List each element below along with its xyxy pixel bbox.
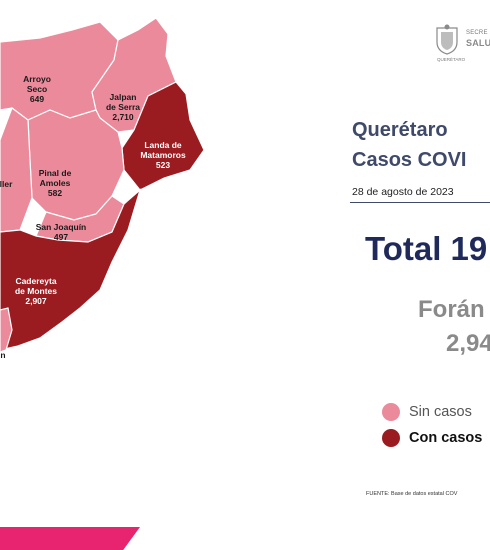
logo-line-2: SALU <box>466 38 490 48</box>
total-cases: Total 19 <box>365 230 488 267</box>
municipality-region-pinal-de-amoles[interactable] <box>27 109 125 221</box>
accent-stripe <box>0 527 140 550</box>
legend-label-sin-casos: Sin casos <box>409 404 472 420</box>
legend-swatch-sin-casos <box>382 403 400 421</box>
municipality-region-ller[interactable] <box>0 107 33 233</box>
source-note: FUENTE: Base de datos estatal COV <box>366 491 458 497</box>
foraneo-value: 2,94 <box>446 330 490 357</box>
municipality-label: Arroyo Seco 649 <box>23 74 51 104</box>
logo-line-1: SECRE <box>466 30 488 36</box>
municipality-region-landa-de-matamoros[interactable] <box>121 81 205 191</box>
municipality-region-n[interactable] <box>0 307 13 353</box>
legend-label-con-casos: Con casos <box>409 430 483 446</box>
municipality-label: San Joaquín 497 <box>36 222 87 242</box>
municipality-label: Pinal de Amoles 582 <box>39 168 72 198</box>
title-divider <box>350 202 490 203</box>
page-title-line-1: Querétaro <box>352 119 448 141</box>
report-date: 28 de agosto de 2023 <box>352 186 454 198</box>
legend-swatch-con-casos <box>382 429 400 447</box>
coat-of-arms-icon <box>436 24 458 55</box>
municipality-label: Jalpan de Serra 2,710 <box>106 92 140 122</box>
municipality-label: Landa de Matamoros 523 <box>140 140 186 170</box>
municipality-label: ller <box>0 179 13 189</box>
logo-sub: QUERÉTARO <box>437 57 466 62</box>
legend-item-sin-casos: Sin casos <box>382 403 472 421</box>
municipality-label: Cadereyta de Montes 2,907 <box>15 276 57 306</box>
page-title-line-2: Casos COVI <box>352 149 467 171</box>
municipality-region-cadereyta-de-montes[interactable] <box>0 188 142 351</box>
municipality-label: n <box>0 350 5 360</box>
legend-item-con-casos: Con casos <box>382 429 482 447</box>
foraneo-label: Forán <box>418 296 485 323</box>
